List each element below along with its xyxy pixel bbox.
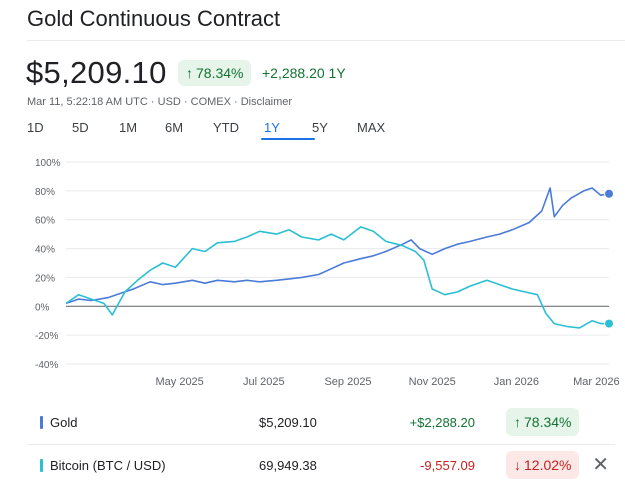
y-tick-label: 60% xyxy=(35,216,55,227)
series-color-swatch xyxy=(40,415,43,429)
tab-1m[interactable]: 1M xyxy=(119,120,138,135)
page-title: Gold Continuous Contract xyxy=(27,6,281,31)
legend-row-bitcoin[interactable]: Bitcoin (BTC / USD) 69,949.38 -9,557.09 … xyxy=(27,445,615,485)
tab-max[interactable]: MAX xyxy=(357,120,386,135)
arrow-down-icon: ↓ xyxy=(514,457,521,473)
y-tick-label: 40% xyxy=(35,245,55,256)
asset-change: -9,557.09 xyxy=(420,457,475,473)
y-tick-label: 0% xyxy=(35,302,50,313)
tab-5y[interactable]: 5Y xyxy=(312,120,328,135)
asset-price: $5,209.10 xyxy=(259,414,317,430)
arrow-up-icon: ↑ xyxy=(514,414,521,430)
legend-row-gold[interactable]: Gold $5,209.10 +$2,288.20 ↑ 78.34% xyxy=(27,402,615,442)
arrow-up-icon: ↑ xyxy=(186,65,193,81)
series-color-swatch xyxy=(40,458,43,472)
legend-divider xyxy=(27,444,615,445)
tab-5d[interactable]: 5D xyxy=(72,120,89,135)
comparison-chart[interactable]: 100% 80% 60% 40% 20% 0% -20% -40% May 2025 Jul 20… xyxy=(0,150,625,395)
percent-change-badge: ↑ 78.34% xyxy=(178,60,252,86)
asset-percent-badge: ↑ 78.34% xyxy=(506,408,580,436)
gold-endpoint-dot xyxy=(604,188,614,199)
x-tick-label: Jan 2026 xyxy=(494,376,539,388)
asset-change: +$2,288.20 xyxy=(409,414,475,430)
current-price: $5,209.10 xyxy=(26,55,167,90)
y-tick-label: 20% xyxy=(35,273,55,284)
tab-6m[interactable]: 6M xyxy=(165,120,184,135)
y-tick-label: -40% xyxy=(35,360,58,371)
y-tick-label: 80% xyxy=(35,187,55,198)
x-tick-label: May 2025 xyxy=(155,376,203,388)
asset-percent-badge: ↓ 12.02% xyxy=(506,451,580,479)
asset-name: Bitcoin (BTC / USD) xyxy=(50,457,166,473)
quote-meta: Mar 11, 5:22:18 AM UTC · USD · COMEX · D… xyxy=(27,96,293,108)
gold-series-line xyxy=(65,187,610,305)
asset-price: 69,949.38 xyxy=(259,457,317,473)
x-tick-label: Jul 2025 xyxy=(243,376,285,388)
y-tick-label: -20% xyxy=(35,331,58,342)
bitcoin-series-line xyxy=(65,226,609,329)
asset-percent: 78.34% xyxy=(524,414,572,430)
x-tick-label: Nov 2025 xyxy=(409,376,456,388)
x-tick-label: Mar 2026 xyxy=(573,376,619,388)
range-tabs: 1D 5D 1M 6M YTD 1Y 5Y MAX xyxy=(27,120,397,140)
x-tick-label: Sep 2025 xyxy=(324,376,371,388)
percent-change-value: 78.34% xyxy=(196,65,244,81)
y-tick-label: 100% xyxy=(35,158,61,169)
bitcoin-endpoint-dot xyxy=(604,318,614,329)
tab-1d[interactable]: 1D xyxy=(27,120,44,135)
asset-percent: 12.02% xyxy=(524,457,572,473)
close-icon[interactable]: ✕ xyxy=(592,454,609,476)
tab-ytd[interactable]: YTD xyxy=(213,120,239,135)
header-divider xyxy=(27,40,625,41)
tab-1y[interactable]: 1Y xyxy=(261,120,315,140)
absolute-change: +2,288.20 1Y xyxy=(262,65,346,81)
asset-name: Gold xyxy=(50,414,78,430)
